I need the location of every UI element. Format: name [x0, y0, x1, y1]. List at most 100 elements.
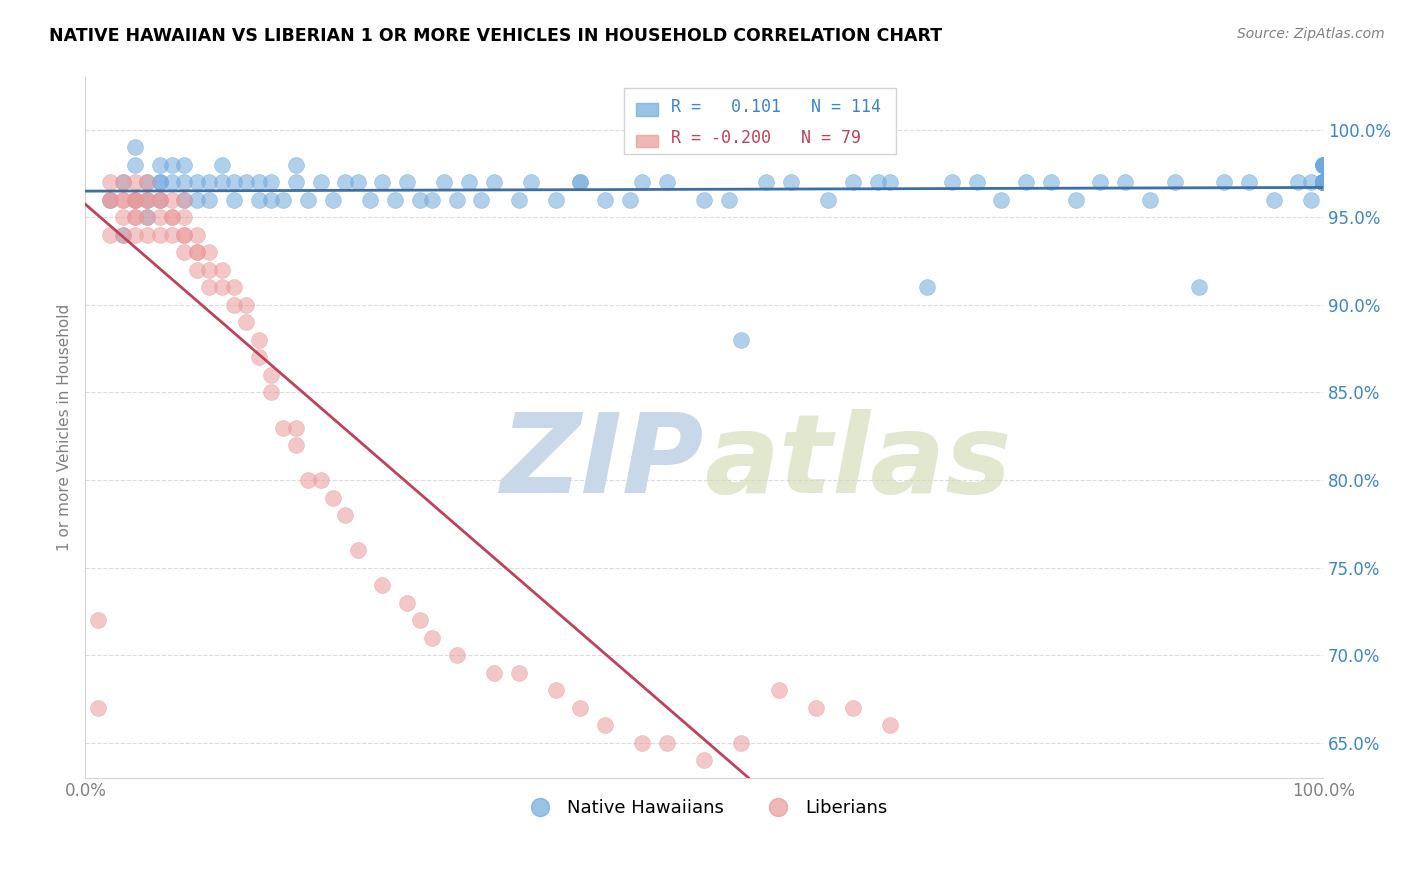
Point — [173, 158, 195, 172]
Point — [247, 333, 270, 347]
Point — [508, 665, 530, 680]
Point — [136, 176, 159, 190]
Point — [1312, 176, 1334, 190]
Bar — [636, 103, 658, 116]
Point — [593, 193, 616, 207]
Point — [98, 227, 121, 242]
Point — [173, 193, 195, 207]
Point — [273, 193, 295, 207]
Point — [160, 193, 183, 207]
Point — [87, 613, 110, 627]
Legend: Native Hawaiians, Liberians: Native Hawaiians, Liberians — [515, 792, 894, 824]
Point — [420, 193, 443, 207]
Point — [149, 193, 172, 207]
Point — [966, 176, 988, 190]
Point — [655, 176, 678, 190]
Point — [297, 193, 319, 207]
Point — [98, 193, 121, 207]
Point — [87, 700, 110, 714]
Point — [124, 193, 146, 207]
Point — [98, 176, 121, 190]
Point — [1312, 176, 1334, 190]
Point — [655, 735, 678, 749]
Text: Source: ZipAtlas.com: Source: ZipAtlas.com — [1237, 27, 1385, 41]
Point — [124, 193, 146, 207]
Point — [520, 176, 543, 190]
Point — [371, 578, 394, 592]
Point — [136, 176, 159, 190]
Point — [111, 227, 134, 242]
Point — [198, 280, 221, 294]
Point — [1312, 176, 1334, 190]
Point — [866, 176, 889, 190]
Point — [111, 176, 134, 190]
Point — [569, 176, 592, 190]
Point — [693, 753, 716, 767]
Point — [1312, 176, 1334, 190]
Point — [371, 176, 394, 190]
Point — [384, 193, 406, 207]
Point — [98, 193, 121, 207]
Bar — [624, 88, 896, 154]
Point — [1312, 176, 1334, 190]
Point — [198, 245, 221, 260]
Point — [1114, 176, 1136, 190]
Point — [1312, 176, 1334, 190]
Point — [569, 700, 592, 714]
Point — [173, 193, 195, 207]
Point — [1263, 193, 1285, 207]
Point — [149, 211, 172, 225]
Point — [433, 176, 456, 190]
Point — [235, 316, 257, 330]
Point — [544, 683, 567, 698]
Point — [136, 193, 159, 207]
Point — [186, 263, 208, 277]
Point — [136, 193, 159, 207]
Point — [247, 351, 270, 365]
Text: R =   0.101   N = 114: R = 0.101 N = 114 — [671, 98, 880, 116]
Point — [124, 211, 146, 225]
Point — [1312, 158, 1334, 172]
Point — [730, 735, 752, 749]
Point — [124, 227, 146, 242]
Point — [260, 176, 283, 190]
Point — [1286, 176, 1309, 190]
Point — [1312, 158, 1334, 172]
Point — [149, 193, 172, 207]
Point — [149, 176, 172, 190]
Point — [322, 193, 344, 207]
Point — [408, 613, 430, 627]
Point — [718, 193, 741, 207]
Text: NATIVE HAWAIIAN VS LIBERIAN 1 OR MORE VEHICLES IN HOUSEHOLD CORRELATION CHART: NATIVE HAWAIIAN VS LIBERIAN 1 OR MORE VE… — [49, 27, 942, 45]
Point — [124, 193, 146, 207]
Point — [1299, 193, 1322, 207]
Point — [222, 193, 245, 207]
Text: atlas: atlas — [704, 409, 1012, 516]
Point — [915, 280, 938, 294]
Point — [247, 176, 270, 190]
Point — [1312, 176, 1334, 190]
Point — [111, 227, 134, 242]
Point — [222, 176, 245, 190]
Point — [1312, 176, 1334, 190]
Point — [198, 263, 221, 277]
Point — [1312, 176, 1334, 190]
Point — [619, 193, 641, 207]
Point — [149, 193, 172, 207]
Point — [1139, 193, 1161, 207]
Point — [631, 735, 654, 749]
Point — [593, 718, 616, 732]
Point — [160, 211, 183, 225]
Point — [1312, 158, 1334, 172]
Point — [1312, 176, 1334, 190]
Point — [1090, 176, 1112, 190]
Point — [222, 298, 245, 312]
Point — [346, 543, 368, 558]
Point — [1064, 193, 1087, 207]
Point — [408, 193, 430, 207]
Point — [768, 683, 790, 698]
Point — [124, 193, 146, 207]
Text: ZIP: ZIP — [501, 409, 704, 516]
Point — [1312, 158, 1334, 172]
Point — [211, 158, 233, 172]
